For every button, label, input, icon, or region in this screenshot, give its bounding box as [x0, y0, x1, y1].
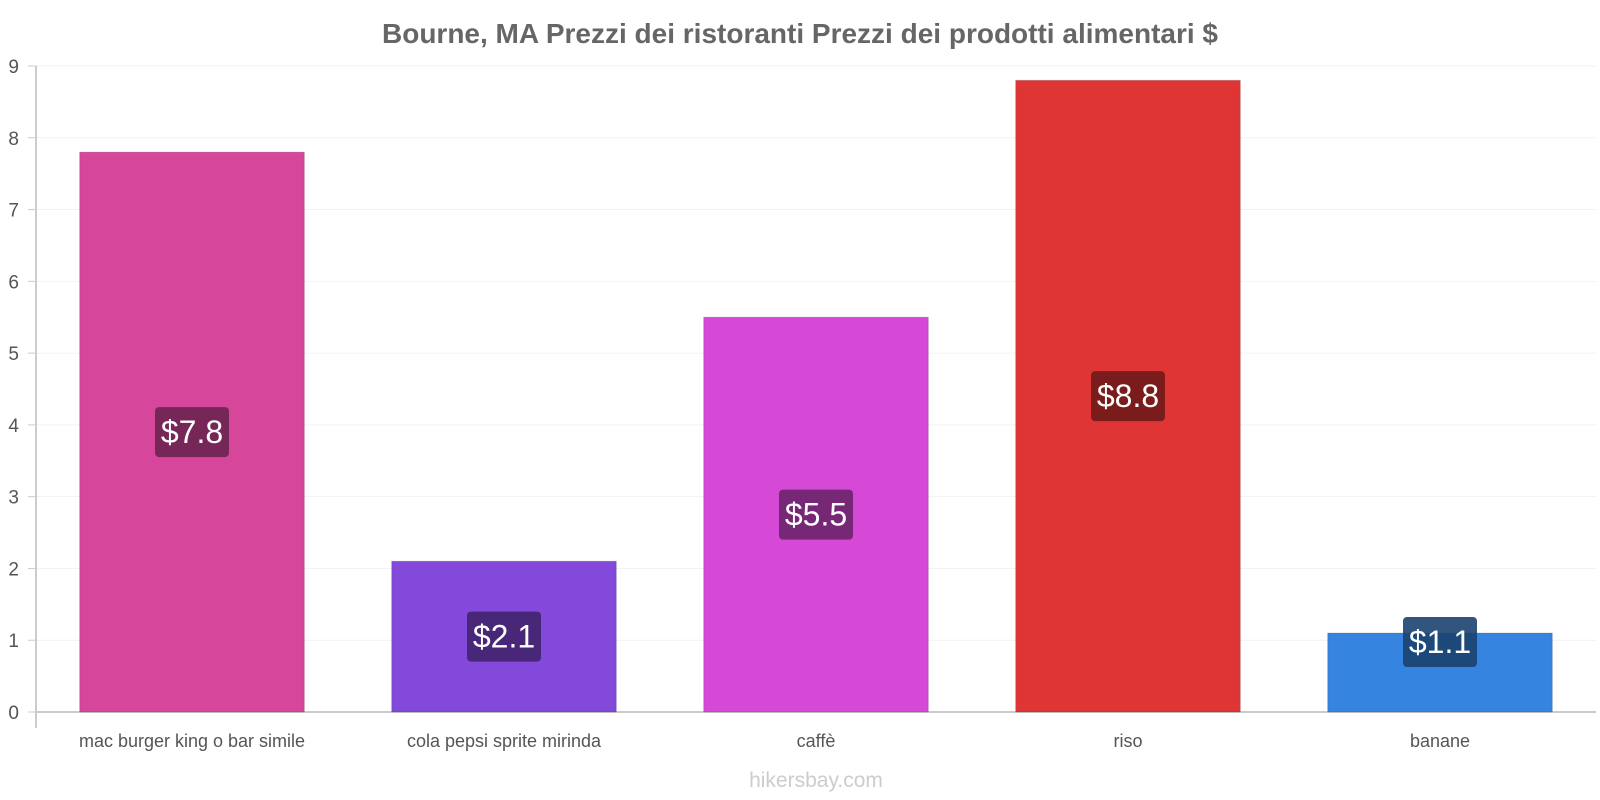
data-label: $8.8	[1097, 378, 1159, 414]
data-label-box	[1091, 371, 1165, 422]
x-category-label: mac burger king o bar simile	[79, 731, 305, 751]
data-label-box	[779, 489, 853, 540]
data-label: $5.5	[785, 497, 847, 533]
y-tick-label: 2	[8, 559, 19, 580]
y-tick-label: 5	[8, 344, 19, 365]
watermark: hikersbay.com	[749, 769, 883, 792]
data-label: $2.1	[473, 619, 535, 655]
y-tick-label: 6	[8, 272, 19, 293]
x-category-label: cola pepsi sprite mirinda	[407, 731, 602, 751]
x-category-label: caffè	[797, 731, 836, 751]
data-label-box	[1403, 617, 1477, 667]
data-label: $7.8	[161, 414, 223, 450]
data-labels: $7.8 $2.1 $5.5 $8.8 $1.1	[155, 371, 1477, 667]
y-tick-label: 9	[8, 57, 19, 78]
y-tick-label: 3	[8, 488, 19, 509]
x-category-label: riso	[1113, 731, 1142, 751]
y-tick-label: 7	[8, 201, 19, 222]
data-label: $1.1	[1409, 624, 1471, 660]
data-label-box	[467, 611, 541, 662]
y-tick-label: 8	[8, 129, 19, 150]
y-tick-label: 1	[8, 631, 19, 652]
data-label-box	[155, 407, 229, 458]
x-category-label: banane	[1410, 731, 1470, 751]
x-axis-categories: mac burger king o bar simile cola pepsi s…	[79, 731, 1470, 751]
chart-title: Bourne, MA Prezzi dei ristoranti Prezzi …	[382, 18, 1218, 49]
y-axis-ticks: 0 1 2 3 4 5 6 7 8 9	[8, 57, 36, 724]
bars	[79, 79, 1553, 713]
y-tick-label: 0	[8, 703, 19, 724]
y-tick-label: 4	[8, 416, 19, 437]
